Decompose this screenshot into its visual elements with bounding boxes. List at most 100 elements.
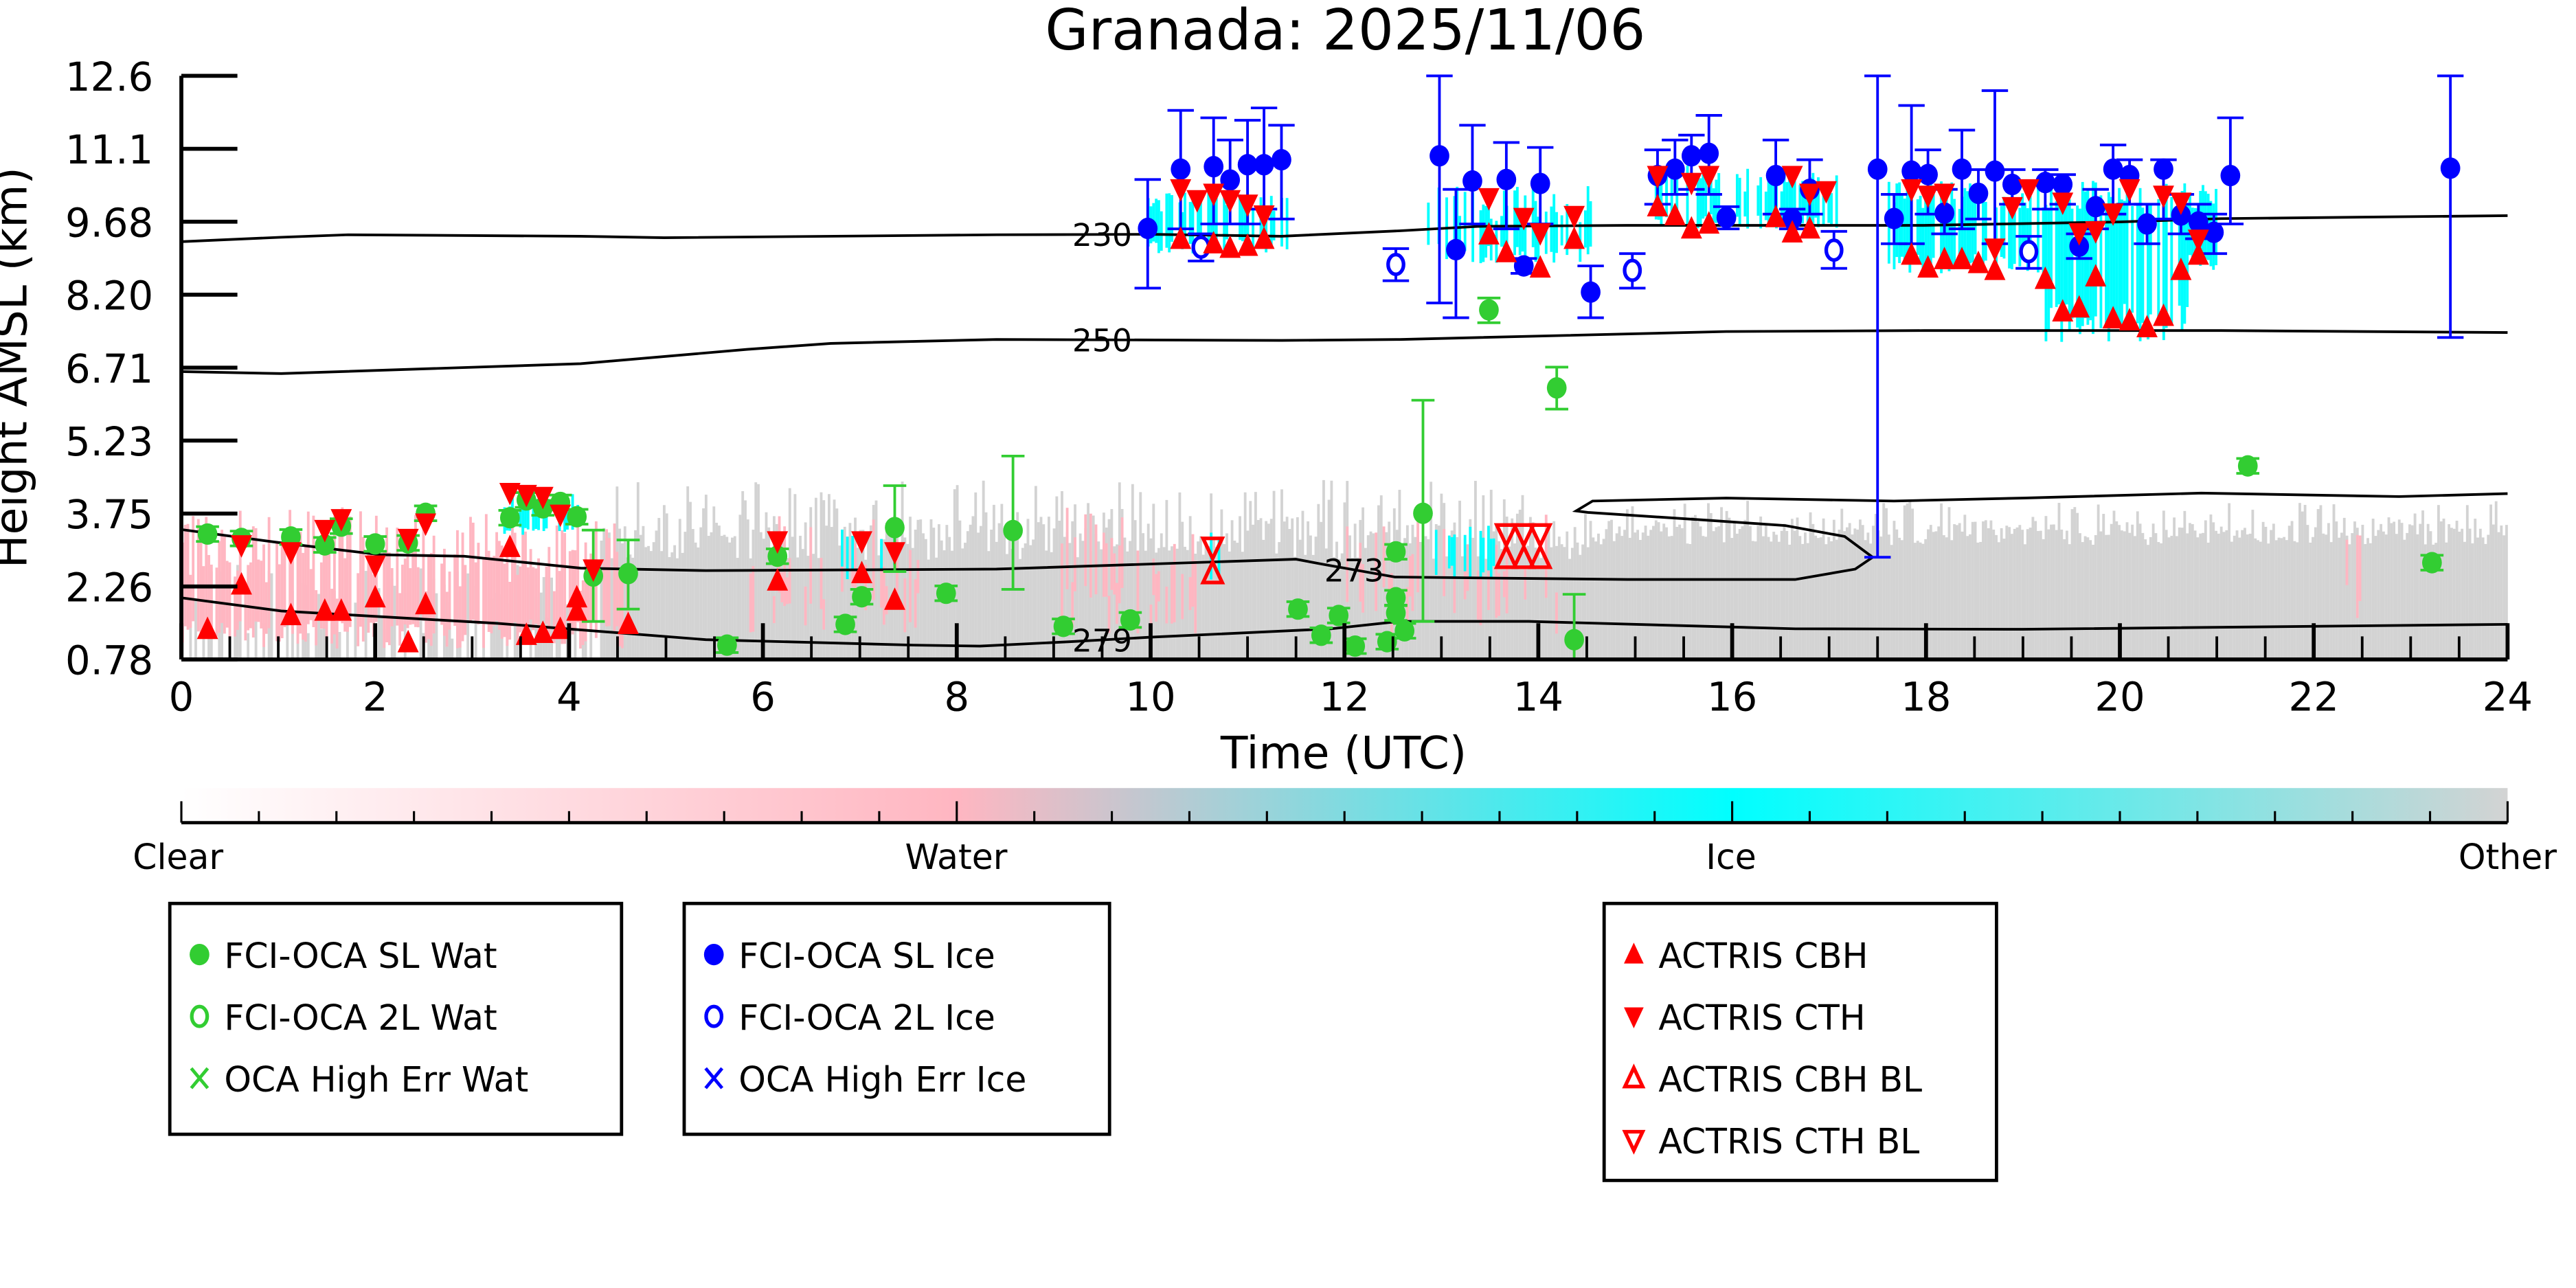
mask-column bbox=[1466, 544, 1469, 659]
data-point bbox=[1867, 158, 1888, 180]
mask-column bbox=[1175, 548, 1179, 659]
data-point bbox=[2170, 192, 2192, 216]
mask-column bbox=[1259, 518, 1263, 659]
data-point bbox=[2187, 242, 2209, 265]
mask-column bbox=[1191, 534, 1195, 607]
mask-column bbox=[1675, 174, 1679, 223]
data-point bbox=[1581, 281, 1601, 303]
mask-column bbox=[1518, 218, 1522, 256]
mask-column bbox=[568, 551, 572, 624]
mask-column bbox=[1940, 503, 1943, 659]
mask-column bbox=[822, 599, 826, 630]
data-point bbox=[1430, 145, 1449, 167]
data-point bbox=[1253, 205, 1275, 228]
mask-column bbox=[1515, 187, 1519, 247]
error-bar bbox=[1426, 74, 1453, 304]
mask-column bbox=[1476, 570, 1480, 620]
mask-column bbox=[359, 511, 362, 627]
mask-column bbox=[1730, 538, 1734, 659]
mask-column bbox=[1929, 183, 1932, 271]
mask-column bbox=[1050, 552, 1053, 659]
mask-column bbox=[1450, 536, 1454, 566]
mask-column bbox=[825, 526, 828, 659]
mask-column bbox=[1618, 526, 1621, 659]
mask-column bbox=[665, 513, 668, 659]
mask-column bbox=[2076, 205, 2079, 328]
mask-column bbox=[236, 570, 239, 630]
mask-column bbox=[448, 613, 451, 659]
mask-column bbox=[752, 566, 755, 632]
mask-column bbox=[1743, 519, 1747, 659]
mask-column bbox=[1958, 209, 1961, 262]
mask-column bbox=[1945, 193, 1948, 262]
mask-column bbox=[1898, 537, 1901, 659]
legend-marker-icon bbox=[703, 944, 724, 966]
mask-column bbox=[605, 529, 609, 626]
mask-column bbox=[1382, 529, 1386, 659]
mask-column bbox=[1848, 523, 1851, 659]
mask-column bbox=[280, 545, 284, 639]
data-point bbox=[618, 611, 639, 635]
mask-column bbox=[1065, 532, 1069, 659]
mask-column bbox=[2013, 528, 2016, 659]
mask-column bbox=[1045, 550, 1048, 659]
mask-column bbox=[495, 593, 499, 659]
mask-column bbox=[1691, 517, 1695, 659]
legend-marker-icon bbox=[1622, 1063, 1646, 1089]
mask-column bbox=[841, 554, 844, 592]
mask-column bbox=[2366, 538, 2369, 659]
mask-column bbox=[1688, 543, 1692, 659]
legend-label: OCA High Err Wat bbox=[224, 1059, 528, 1100]
mask-column bbox=[1136, 550, 1140, 633]
data-point bbox=[397, 528, 419, 552]
mask-column bbox=[702, 508, 705, 659]
data-point bbox=[2085, 264, 2107, 287]
data-point bbox=[1799, 183, 1820, 207]
mask-column bbox=[1265, 208, 1268, 253]
mask-column bbox=[1100, 549, 1103, 659]
mask-column bbox=[649, 551, 653, 659]
mask-column bbox=[636, 482, 640, 659]
mask-column bbox=[974, 492, 978, 659]
data-point bbox=[1664, 158, 1685, 180]
mask-column bbox=[550, 577, 554, 659]
mask-column bbox=[1900, 540, 1903, 659]
mask-column bbox=[806, 556, 810, 659]
data-point bbox=[1968, 182, 1989, 205]
mask-column bbox=[1566, 204, 1569, 256]
mask-column bbox=[2097, 504, 2100, 659]
mask-column bbox=[1473, 481, 1477, 659]
data-point bbox=[2035, 172, 2055, 194]
data-point bbox=[499, 507, 520, 529]
data-point bbox=[1967, 250, 1989, 273]
mask-column bbox=[1746, 168, 1750, 229]
data-point bbox=[1311, 624, 1331, 646]
mask-column bbox=[1788, 544, 1791, 659]
mask-column bbox=[2312, 536, 2314, 659]
mask-column bbox=[1589, 201, 1592, 247]
mask-column bbox=[503, 563, 506, 637]
mask-column bbox=[1171, 195, 1173, 242]
mask-column bbox=[1094, 534, 1098, 659]
mask-column bbox=[1756, 185, 1760, 216]
mask-column bbox=[644, 547, 648, 659]
mask-column bbox=[1599, 544, 1603, 659]
mask-column bbox=[1084, 514, 1087, 587]
mask-column bbox=[1133, 520, 1137, 659]
data-point bbox=[415, 513, 437, 536]
mask-column bbox=[1982, 201, 1985, 273]
mask-column bbox=[456, 530, 459, 648]
mask-column bbox=[2086, 537, 2090, 659]
mask-column bbox=[2442, 518, 2445, 659]
mask-column bbox=[521, 495, 525, 535]
legend-label: OCA High Err Ice bbox=[738, 1059, 1026, 1100]
mask-column bbox=[1989, 520, 1993, 659]
mask-column bbox=[623, 526, 626, 659]
mask-column bbox=[1662, 523, 1666, 659]
mask-column bbox=[477, 543, 480, 624]
mask-column bbox=[2092, 181, 2094, 335]
mask-column bbox=[1524, 568, 1527, 600]
mask-column bbox=[2484, 543, 2487, 659]
mask-column bbox=[348, 516, 352, 627]
mask-column bbox=[2052, 524, 2055, 659]
